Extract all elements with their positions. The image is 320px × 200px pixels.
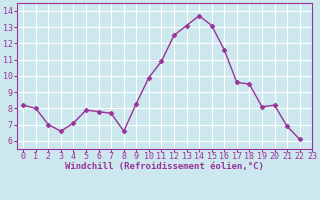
- X-axis label: Windchill (Refroidissement éolien,°C): Windchill (Refroidissement éolien,°C): [65, 162, 264, 171]
